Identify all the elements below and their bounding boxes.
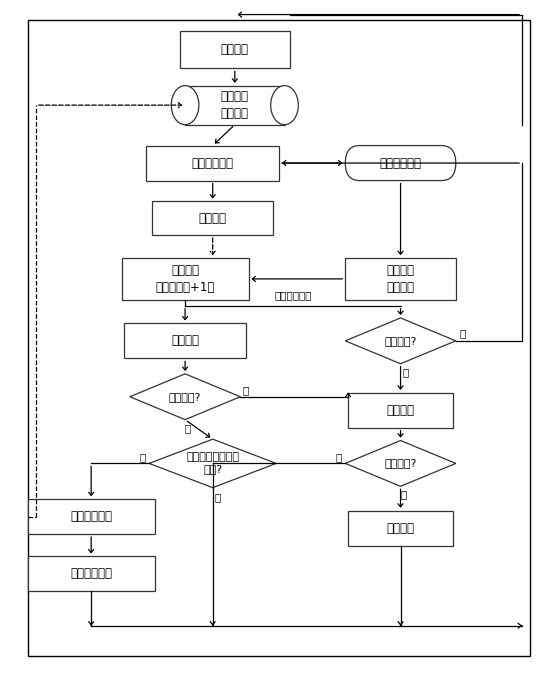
Bar [28, 556, 155, 591]
Text: 质量还有问题: 质量还有问题 [70, 568, 112, 581]
Text: 检查机床: 检查机床 [387, 521, 415, 534]
Ellipse shape [271, 86, 299, 125]
Polygon shape [130, 374, 240, 420]
Polygon shape [345, 318, 456, 364]
Text: 等待进入循环: 等待进入循环 [192, 157, 234, 170]
Bar [124, 323, 246, 359]
Text: 否: 否 [403, 367, 409, 377]
Bar [345, 258, 456, 299]
Text: 循环开始: 循环开始 [199, 212, 227, 225]
Text: 否: 否 [185, 423, 191, 433]
Ellipse shape [171, 86, 199, 125]
Text: 功率特征比较: 功率特征比较 [274, 291, 311, 300]
Text: 是: 是 [459, 328, 465, 337]
Text: 功率信息
提取判断: 功率信息 提取判断 [387, 264, 415, 293]
Text: 否: 否 [400, 490, 406, 499]
Polygon shape [345, 441, 456, 486]
Bar [185, 86, 285, 125]
Text: 是: 是 [335, 452, 342, 462]
Text: 能效监控系统: 能效监控系统 [379, 157, 421, 170]
Bar [28, 499, 155, 534]
Text: 是: 是 [214, 492, 220, 502]
Bar [348, 511, 453, 545]
Text: 是: 是 [243, 385, 249, 395]
Text: 送检刀具: 送检刀具 [387, 404, 415, 417]
Text: 循环结束
（加工件数+1）: 循环结束 （加工件数+1） [155, 264, 215, 293]
Text: 否: 否 [140, 452, 146, 462]
Text: 质量检测: 质量检测 [171, 334, 199, 348]
Text: 质量正常?: 质量正常? [169, 392, 201, 402]
Text: 是否快要达到加工
件数?: 是否快要达到加工 件数? [186, 452, 239, 475]
Text: 调整检测频率: 调整检测频率 [70, 510, 112, 523]
Bar [146, 145, 279, 181]
Text: 刀具原因?: 刀具原因? [384, 458, 417, 469]
Text: 更换刀具: 更换刀具 [221, 43, 249, 56]
Bar [348, 392, 453, 428]
Bar [180, 31, 290, 69]
Bar [122, 258, 249, 299]
FancyBboxPatch shape [345, 145, 456, 181]
Text: 功率正常?: 功率正常? [384, 336, 417, 346]
Text: 设置刀具
经验寿命: 设置刀具 经验寿命 [221, 90, 249, 120]
Bar [152, 202, 273, 235]
Polygon shape [149, 439, 276, 488]
